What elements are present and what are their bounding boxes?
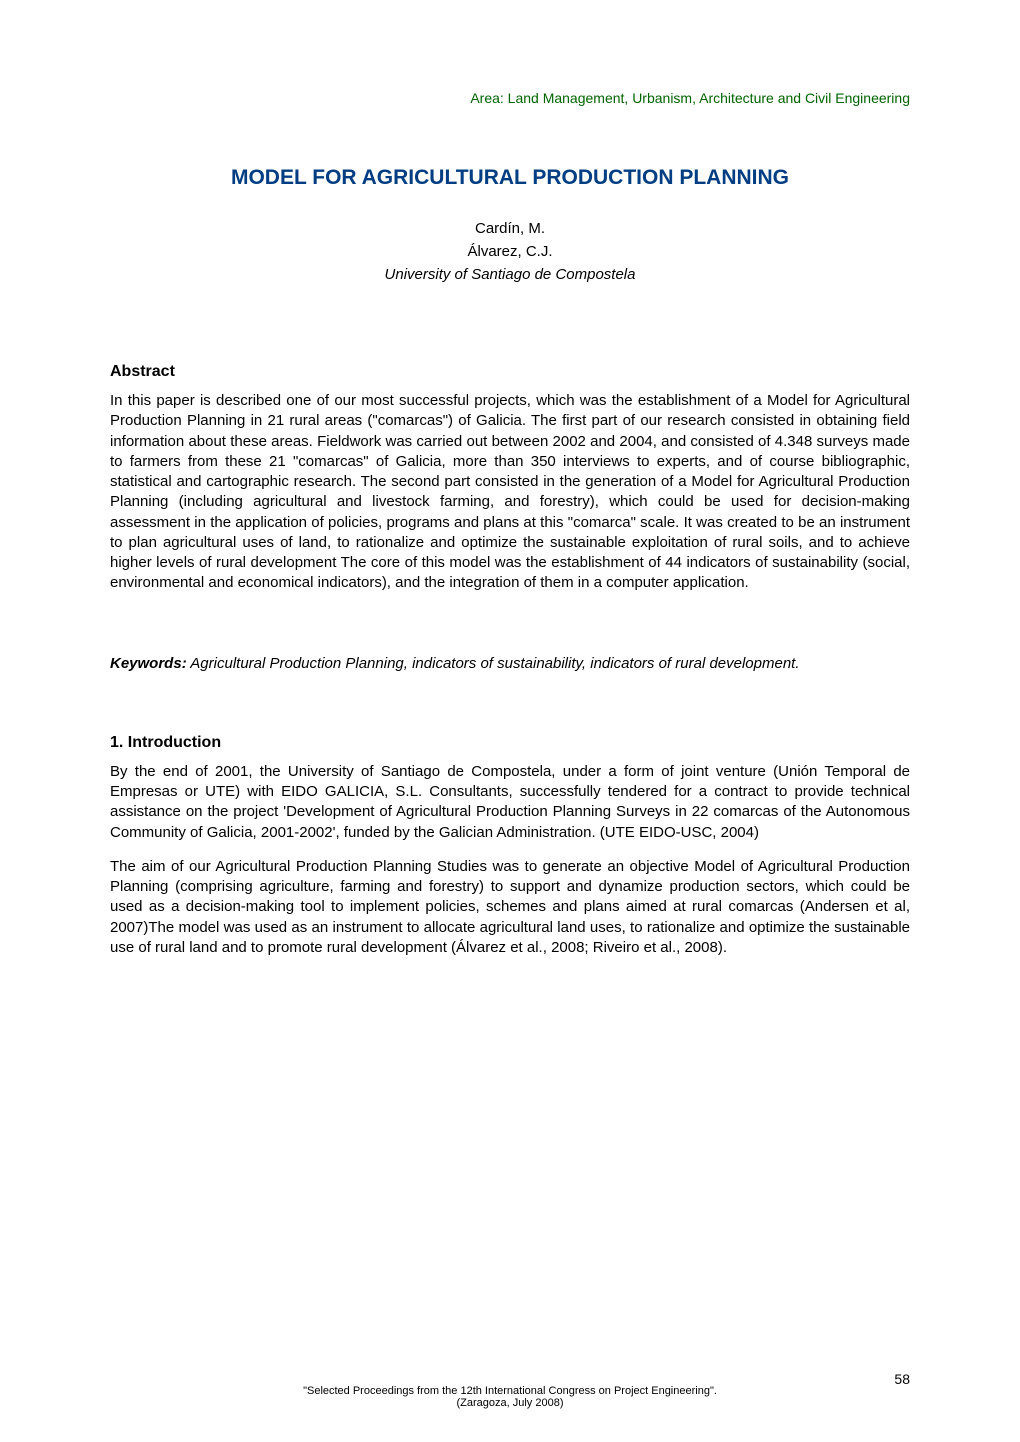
introduction-para-2: The aim of our Agricultural Production P…: [110, 857, 910, 958]
footer-line-1: "Selected Proceedings from the 12th Inte…: [0, 1385, 1020, 1397]
keywords-label: Keywords:: [110, 655, 187, 672]
author-2: Álvarez, C.J.: [110, 243, 910, 260]
affiliation: University of Santiago de Compostela: [110, 266, 910, 283]
introduction-heading: 1. Introduction: [110, 734, 910, 752]
paper-title: MODEL FOR AGRICULTURAL PRODUCTION PLANNI…: [110, 166, 910, 190]
area-header: Area: Land Management, Urbanism, Archite…: [110, 90, 910, 106]
keywords-text: Agricultural Production Planning, indica…: [187, 655, 800, 672]
abstract-body: In this paper is described one of our mo…: [110, 391, 910, 594]
introduction-para-1: By the end of 2001, the University of Sa…: [110, 762, 910, 843]
abstract-heading: Abstract: [110, 363, 910, 381]
keywords-block: Keywords: Agricultural Production Planni…: [110, 654, 910, 674]
footer-line-2: (Zaragoza, July 2008): [0, 1397, 1020, 1409]
authors-block: Cardín, M. Álvarez, C.J. University of S…: [110, 220, 910, 283]
footer-citation: "Selected Proceedings from the 12th Inte…: [0, 1385, 1020, 1409]
author-1: Cardín, M.: [110, 220, 910, 237]
